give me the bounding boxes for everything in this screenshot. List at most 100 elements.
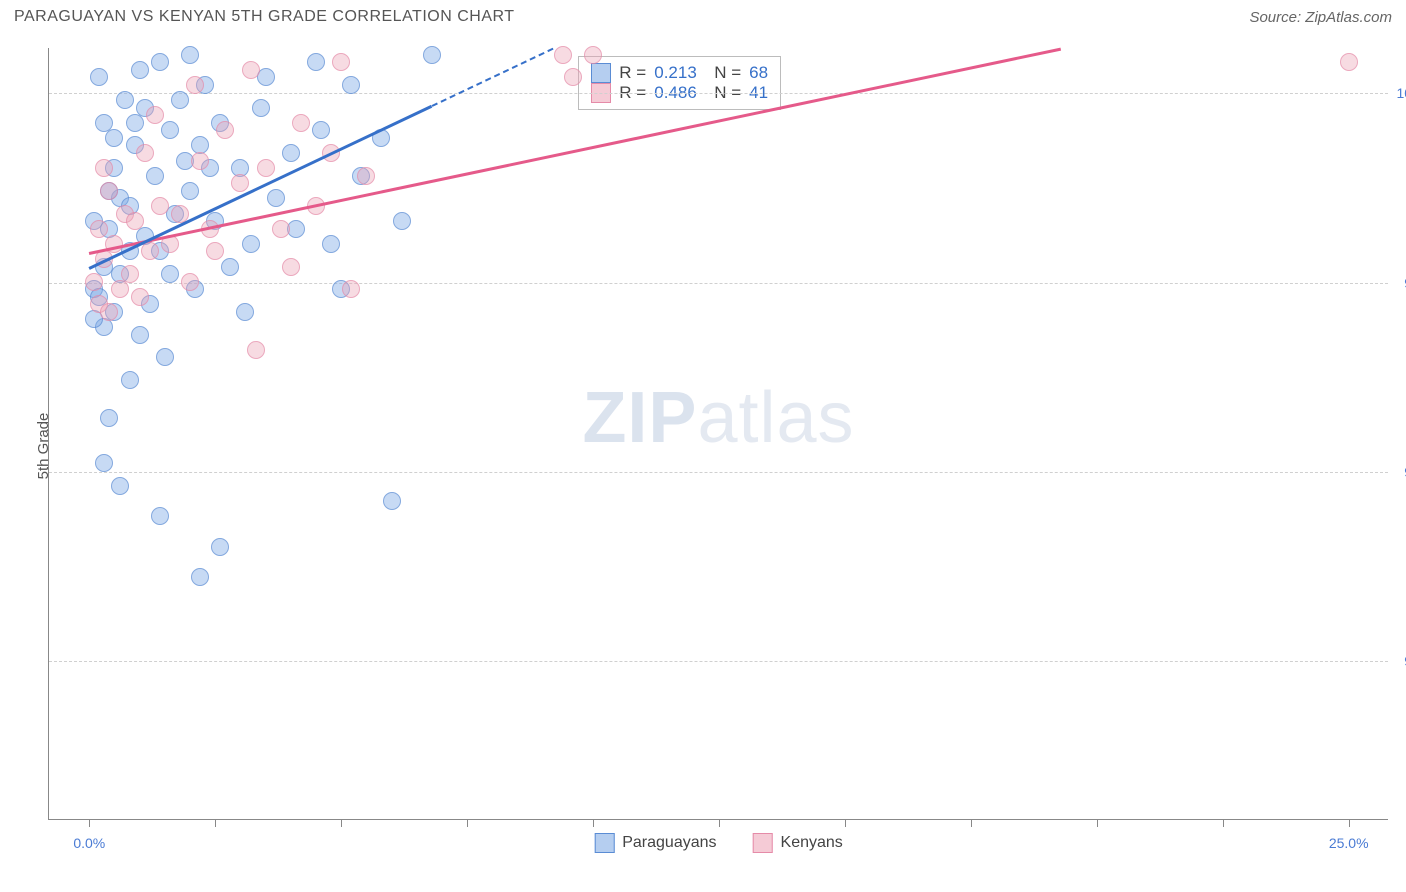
data-point — [111, 280, 129, 298]
data-point — [191, 568, 209, 586]
data-point — [111, 477, 129, 495]
data-point — [257, 159, 275, 177]
data-point — [95, 159, 113, 177]
data-point — [393, 212, 411, 230]
gridline — [49, 283, 1388, 284]
data-point — [105, 129, 123, 147]
gridline — [49, 472, 1388, 473]
data-point — [231, 174, 249, 192]
data-point — [564, 68, 582, 86]
data-point — [307, 53, 325, 71]
data-point — [554, 46, 572, 64]
data-point — [242, 235, 260, 253]
stats-row: R = 0.213 N = 68 — [591, 63, 768, 83]
data-point — [131, 61, 149, 79]
data-point — [100, 409, 118, 427]
data-point — [221, 258, 239, 276]
data-point — [126, 212, 144, 230]
data-point — [100, 303, 118, 321]
data-point — [282, 258, 300, 276]
x-tick — [845, 819, 846, 827]
data-point — [322, 235, 340, 253]
chart-title: PARAGUAYAN VS KENYAN 5TH GRADE CORRELATI… — [14, 8, 515, 26]
data-point — [357, 167, 375, 185]
source-label: Source: ZipAtlas.com — [1249, 9, 1392, 26]
data-point — [181, 46, 199, 64]
data-point — [151, 53, 169, 71]
legend-label: Kenyans — [781, 834, 843, 852]
data-point — [211, 538, 229, 556]
data-point — [171, 91, 189, 109]
x-tick — [89, 819, 90, 827]
data-point — [90, 220, 108, 238]
data-point — [90, 68, 108, 86]
data-point — [272, 220, 290, 238]
x-tick-label: 0.0% — [73, 835, 105, 851]
data-point — [100, 182, 118, 200]
trend-line — [431, 48, 553, 107]
data-point — [332, 53, 350, 71]
data-point — [267, 189, 285, 207]
scatter-chart: ZIPatlas R = 0.213 N = 68 R = 0.486 N = … — [48, 48, 1388, 820]
data-point — [1340, 53, 1358, 71]
data-point — [146, 167, 164, 185]
data-point — [342, 76, 360, 94]
data-point — [121, 371, 139, 389]
data-point — [181, 273, 199, 291]
x-tick — [467, 819, 468, 827]
data-point — [252, 99, 270, 117]
y-tick-label: 100.0% — [1397, 85, 1406, 101]
data-point — [151, 507, 169, 525]
stat-n-value: 68 — [749, 63, 768, 83]
data-point — [95, 454, 113, 472]
data-point — [186, 76, 204, 94]
data-point — [116, 91, 134, 109]
data-point — [216, 121, 234, 139]
gridline — [49, 661, 1388, 662]
data-point — [161, 265, 179, 283]
data-point — [584, 46, 602, 64]
stat-label: R = — [619, 63, 646, 83]
data-point — [242, 61, 260, 79]
data-point — [161, 121, 179, 139]
data-point — [121, 265, 139, 283]
x-tick — [215, 819, 216, 827]
correlation-stats-box: R = 0.213 N = 68 R = 0.486 N = 41 — [578, 56, 781, 110]
data-point — [206, 242, 224, 260]
legend-label: Paraguayans — [622, 834, 716, 852]
data-point — [191, 152, 209, 170]
legend: Paraguayans Kenyans — [594, 833, 843, 853]
data-point — [312, 121, 330, 139]
data-point — [136, 144, 154, 162]
data-point — [141, 242, 159, 260]
x-tick — [1097, 819, 1098, 827]
swatch-icon — [591, 63, 611, 83]
data-point — [85, 273, 103, 291]
swatch-icon — [753, 833, 773, 853]
data-point — [292, 114, 310, 132]
x-tick — [1349, 819, 1350, 827]
data-point — [131, 326, 149, 344]
data-point — [247, 341, 265, 359]
legend-item: Kenyans — [753, 833, 843, 853]
gridline — [49, 93, 1388, 94]
data-point — [423, 46, 441, 64]
data-point — [151, 197, 169, 215]
legend-item: Paraguayans — [594, 833, 716, 853]
data-point — [342, 280, 360, 298]
x-tick — [1223, 819, 1224, 827]
data-point — [146, 106, 164, 124]
stat-label: N = — [705, 63, 741, 83]
trend-line — [89, 105, 433, 269]
data-point — [383, 492, 401, 510]
x-tick — [971, 819, 972, 827]
watermark: ZIPatlas — [582, 377, 854, 459]
swatch-icon — [594, 833, 614, 853]
data-point — [181, 182, 199, 200]
stat-r-value: 0.213 — [654, 63, 697, 83]
x-tick — [719, 819, 720, 827]
x-tick — [593, 819, 594, 827]
data-point — [131, 288, 149, 306]
x-tick-label: 25.0% — [1329, 835, 1369, 851]
data-point — [282, 144, 300, 162]
